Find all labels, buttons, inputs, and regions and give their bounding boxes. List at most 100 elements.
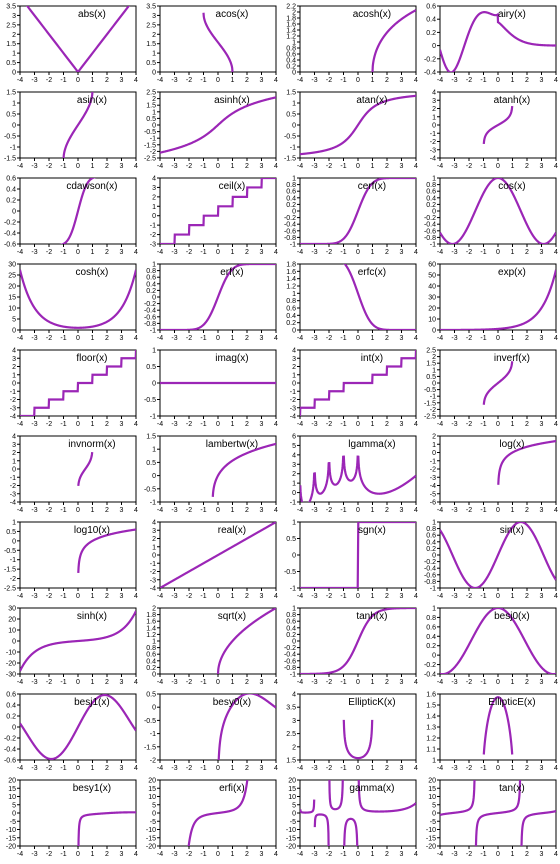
chart-title: tan(x)	[499, 783, 525, 794]
chart-tan: -4-3-2-101234-20-15-10-505101520tan(x)	[422, 776, 558, 858]
y-tick-label: 0	[432, 450, 436, 457]
y-tick-label: 0	[292, 209, 296, 216]
y-tick-label: 2.5	[286, 731, 296, 738]
chart-title: imag(x)	[215, 353, 248, 364]
x-tick-label: -4	[17, 77, 23, 84]
x-tick-label: -3	[311, 765, 317, 772]
x-tick-label: -4	[297, 851, 303, 858]
y-tick-label: -1.5	[424, 400, 436, 407]
series-line	[344, 720, 372, 758]
y-tick-label: 20	[148, 778, 156, 785]
x-tick-label: -2	[186, 765, 192, 772]
x-tick-label: -4	[157, 765, 163, 772]
x-tick-label: -2	[46, 851, 52, 858]
y-tick-label: -0.5	[144, 718, 156, 725]
x-tick-label: -2	[326, 851, 332, 858]
y-tick-label: 0	[432, 553, 436, 560]
y-tick-label: -1	[150, 500, 156, 507]
y-tick-label: 0.8	[146, 645, 156, 652]
x-tick-label: 3	[540, 507, 544, 514]
x-tick-label: 3	[120, 335, 124, 342]
y-tick-label: 0.5	[6, 112, 16, 119]
x-tick-label: -3	[451, 249, 457, 256]
chart-cos: -4-3-2-101234-1-0.8-0.6-0.4-0.200.20.40.…	[422, 174, 558, 256]
chart-title: EllipticE(x)	[488, 697, 535, 708]
x-tick-label: -1	[60, 77, 66, 84]
x-tick-label: 2	[245, 765, 249, 772]
x-tick-label: -3	[451, 679, 457, 686]
y-tick-label: 1.2	[286, 284, 296, 291]
x-tick-label: -1	[480, 593, 486, 600]
y-tick-label: 15	[428, 786, 436, 793]
y-tick-label: 1	[292, 606, 296, 613]
x-tick-label: 1	[231, 77, 235, 84]
x-tick-label: 2	[525, 593, 529, 600]
y-tick-label: 1	[292, 520, 296, 527]
x-tick-label: -4	[437, 851, 443, 858]
y-tick-label: -10	[286, 827, 296, 834]
chart-cell: -4-3-2-101234-0.6-0.4-0.200.20.40.6cdaws…	[2, 174, 138, 256]
x-tick-label: 2	[525, 163, 529, 170]
x-tick-label: 0	[76, 679, 80, 686]
x-tick-label: -3	[171, 851, 177, 858]
x-tick-label: -4	[157, 249, 163, 256]
x-tick-label: -2	[466, 421, 472, 428]
x-tick-label: -4	[157, 593, 163, 600]
y-tick-label: 50	[428, 273, 436, 280]
y-tick-label: 1	[152, 262, 156, 269]
y-tick-label: -1	[150, 414, 156, 421]
x-tick-label: -2	[326, 335, 332, 342]
x-tick-label: 4	[414, 163, 418, 170]
y-tick-label: -0.4	[284, 222, 296, 229]
y-tick-label: 2.2	[286, 4, 296, 11]
chart-imag: -4-3-2-101234-1-0.500.51imag(x)	[142, 346, 278, 428]
x-tick-label: 2	[525, 507, 529, 514]
y-tick-label: 3	[152, 528, 156, 535]
x-tick-label: 1	[91, 851, 95, 858]
x-tick-label: 1	[231, 593, 235, 600]
y-tick-label: 10	[8, 306, 16, 313]
x-tick-label: 4	[134, 77, 138, 84]
x-tick-label: -2	[46, 679, 52, 686]
y-tick-label: 2	[432, 434, 436, 441]
x-tick-label: -2	[186, 421, 192, 428]
x-tick-label: 2	[245, 593, 249, 600]
x-tick-label: -4	[297, 679, 303, 686]
chart-title: inverf(x)	[494, 353, 530, 364]
x-tick-label: 4	[554, 765, 558, 772]
x-tick-label: -2	[466, 593, 472, 600]
x-tick-label: -3	[451, 77, 457, 84]
x-tick-label: -4	[17, 421, 23, 428]
x-tick-label: 1	[371, 163, 375, 170]
x-tick-label: -4	[297, 163, 303, 170]
chart-cell: -4-3-2-10123400.511.522.533.5acos(x)	[142, 2, 278, 84]
chart-title: floor(x)	[76, 353, 107, 364]
y-tick-label: 2	[12, 450, 16, 457]
chart-besj0: -4-3-2-101234-0.4-0.200.20.40.60.81besj0…	[422, 604, 558, 686]
y-tick-label: -2	[150, 569, 156, 576]
chart-title: airy(x)	[498, 9, 526, 20]
x-tick-label: 0	[496, 163, 500, 170]
y-tick-label: -0.4	[424, 70, 436, 77]
y-tick-label: -1	[290, 672, 296, 679]
chart-lgamma: -4-3-2-101234-10123456lgamma(x)	[282, 432, 418, 514]
x-tick-label: -2	[46, 765, 52, 772]
y-tick-label: 0.2	[426, 202, 436, 209]
y-tick-label: 2.5	[146, 90, 156, 97]
y-tick-label: 0.5	[146, 460, 156, 467]
chart-cell: -4-3-2-101234-1.5-1-0.500.511.5atan(x)	[282, 88, 418, 170]
chart-real: -4-3-2-101234-4-3-2-101234real(x)	[142, 518, 278, 600]
y-tick-label: 0.8	[286, 298, 296, 305]
x-tick-label: -4	[157, 421, 163, 428]
y-tick-label: 0.6	[146, 275, 156, 282]
y-tick-label: 1.4	[286, 28, 296, 35]
chart-cell: -4-3-2-101234-0.4-0.200.20.40.6airy(x)	[422, 2, 558, 84]
x-tick-label: 2	[525, 249, 529, 256]
chart-title: sgn(x)	[358, 525, 386, 536]
x-tick-label: -2	[46, 335, 52, 342]
y-tick-label: 2	[152, 606, 156, 613]
y-tick-label: 0.2	[286, 202, 296, 209]
chart-cell: -4-3-2-101234-4-3-2-101234invnorm(x)	[2, 432, 138, 514]
y-tick-label: 3	[12, 356, 16, 363]
x-tick-label: -1	[200, 249, 206, 256]
